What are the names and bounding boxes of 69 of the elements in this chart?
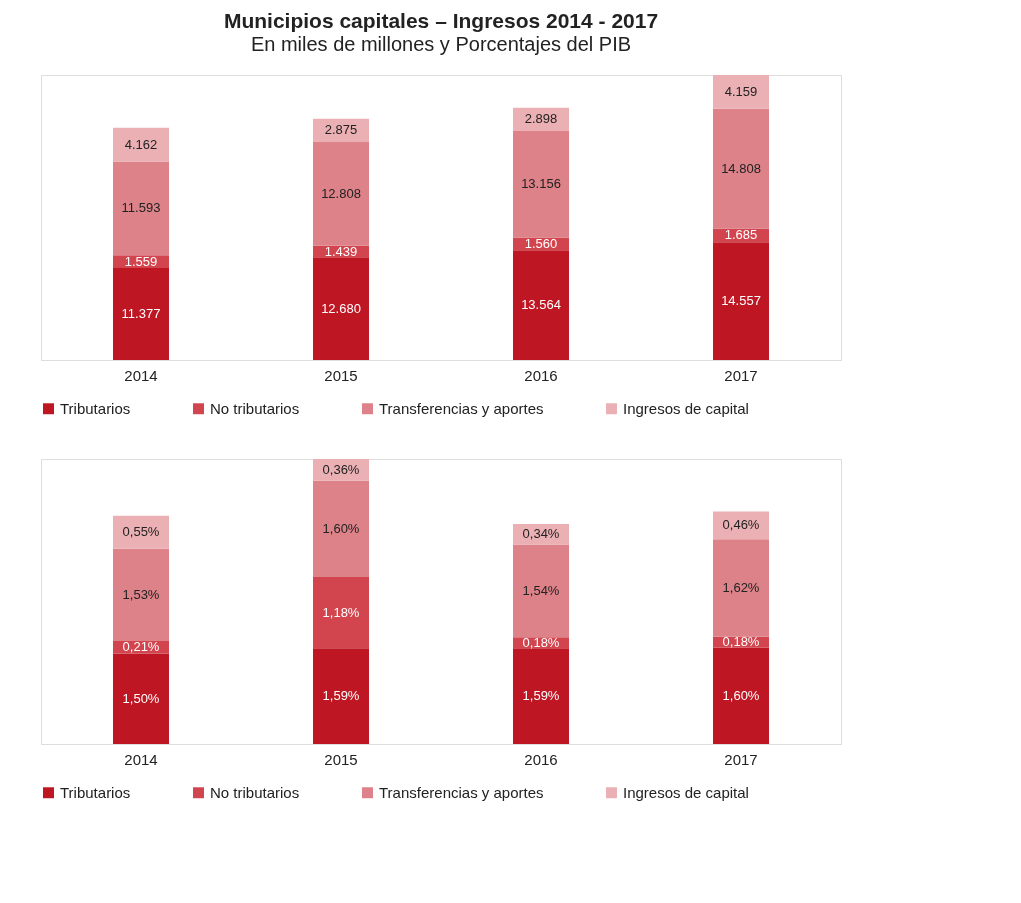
x-tick-label: 2017: [724, 750, 758, 768]
data-label: 13.156: [521, 176, 561, 192]
data-label: 0,21%: [122, 639, 160, 655]
x-tick-label: 2015: [324, 750, 358, 768]
data-label: 4.159: [724, 83, 758, 99]
legend-label: No tributarios: [210, 399, 300, 417]
x-tick-label: 2017: [724, 366, 758, 384]
bar: [513, 250, 569, 360]
data-label: 12.808: [321, 185, 361, 201]
bar: [113, 161, 169, 256]
data-label: 1.685: [724, 227, 758, 243]
data-label: 12.680: [321, 300, 361, 316]
bar: [513, 544, 569, 638]
bar: [313, 257, 369, 360]
data-label: 1,62%: [722, 579, 760, 595]
bar: [113, 127, 169, 162]
bar: [513, 648, 569, 744]
data-label: 1,53%: [122, 586, 160, 602]
data-label: 4.162: [124, 136, 158, 152]
legend-label: Tributarios: [60, 783, 131, 801]
data-label: 0,55%: [122, 524, 160, 540]
bar: [713, 108, 769, 229]
bar: [313, 648, 369, 744]
data-label: 14.808: [721, 160, 761, 176]
data-label: 1,54%: [522, 582, 560, 598]
legend-label: Ingresos de capital: [623, 399, 749, 417]
bar: [713, 539, 769, 637]
bar: [313, 577, 369, 649]
chart-title: Municipios capitales – Ingresos 2014 - 2017: [223, 9, 659, 32]
data-label: 2.898: [524, 111, 558, 127]
bar: [513, 131, 569, 238]
chart-subtitle: En miles de millones y Porcentajes del PIB: [250, 33, 632, 55]
data-label: 0,18%: [722, 634, 760, 650]
data-label: 1.559: [124, 253, 158, 269]
data-label: 1,60%: [722, 687, 760, 703]
data-label: 1,50%: [122, 690, 160, 706]
bar: [713, 647, 769, 744]
bar: [113, 653, 169, 744]
data-label: 1,59%: [522, 688, 560, 704]
bar: [113, 267, 169, 360]
data-label: 14.557: [721, 293, 761, 309]
data-label: 1,60%: [322, 520, 360, 536]
data-label: 0,46%: [722, 517, 760, 533]
data-label: 11.593: [121, 200, 161, 216]
x-tick-label: 2014: [124, 750, 158, 768]
bar: [713, 75, 769, 109]
x-tick-label: 2016: [524, 750, 558, 768]
x-tick-label: 2014: [124, 366, 158, 384]
data-label: 13.564: [521, 297, 561, 313]
legend-label: Transferencias y aportes: [379, 783, 544, 801]
data-label: 1,18%: [322, 604, 360, 620]
data-label: 1.560: [524, 235, 558, 251]
x-tick-label: 2015: [324, 366, 358, 384]
data-label: 11.377: [121, 305, 161, 321]
data-label: 0,34%: [522, 526, 560, 542]
legend-label: Tributarios: [60, 399, 131, 417]
legend-label: Transferencias y aportes: [379, 399, 544, 417]
data-label: 1.439: [324, 243, 358, 259]
bar: [113, 548, 169, 641]
bar: [713, 242, 769, 360]
legend-label: No tributarios: [210, 783, 300, 801]
x-tick-label: 2016: [524, 366, 558, 384]
data-label: 1,59%: [322, 688, 360, 704]
data-label: 2.875: [324, 122, 358, 138]
bar: [313, 480, 369, 578]
data-label: 0,18%: [522, 634, 560, 650]
data-label: 0,36%: [322, 461, 360, 477]
bar: [313, 142, 369, 246]
legend-label: Ingresos de capital: [623, 783, 749, 801]
